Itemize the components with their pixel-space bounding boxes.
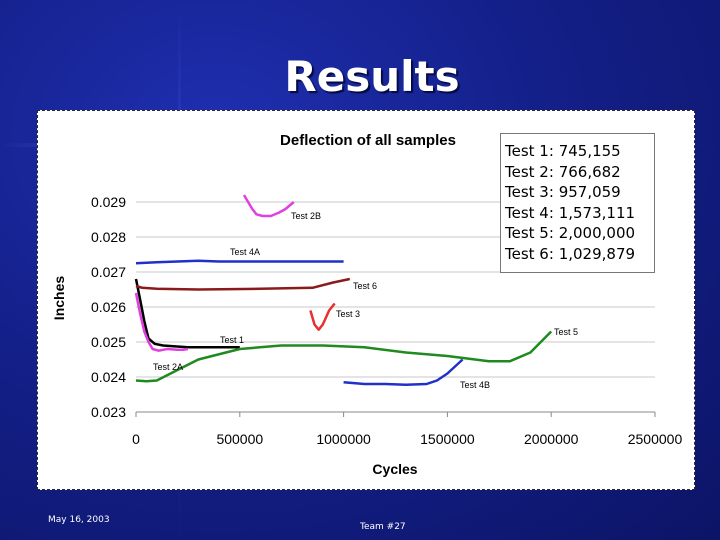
summary-value: 2,000,000	[558, 224, 636, 243]
series-line	[135, 277, 351, 291]
summary-label: Test 4:	[505, 203, 554, 222]
summary-row: Test 2: 766,682	[505, 162, 654, 183]
summary-value: 766,682	[558, 162, 621, 181]
summary-label: Test 3:	[505, 183, 554, 202]
y-tick-label: 0.028	[91, 229, 126, 245]
series-line	[343, 358, 464, 386]
x-axis-label: Cycles	[372, 461, 417, 477]
deflection-chart: 0.023 0.024 0.025 0.026 0.027 0.028 0.029 0 5000…	[51, 132, 683, 477]
summary-value: 957,059	[558, 183, 621, 202]
y-tick-label: 0.027	[91, 264, 126, 280]
slide-title: Results	[284, 52, 460, 101]
summary-row: Test 1: 745,155	[505, 141, 654, 162]
x-tick-label: 500000	[216, 431, 263, 447]
series-line	[135, 259, 344, 265]
chart-frame: 0.023 0.024 0.025 0.026 0.027 0.028 0.029 0 5000…	[37, 110, 695, 490]
series-label: Test 6	[353, 281, 377, 291]
x-tick-label: 2000000	[524, 431, 579, 447]
x-tick-label: 1500000	[420, 431, 475, 447]
y-tick-label: 0.029	[91, 194, 126, 210]
footer-team: Team #27	[360, 522, 406, 532]
summary-value: 1,029,879	[558, 244, 636, 263]
series-label: Test 1	[220, 335, 244, 345]
test-summary-box: Test 1: 745,155 Test 2: 766,682 Test 3: …	[500, 133, 655, 273]
chart-title: Deflection of all samples	[280, 132, 456, 149]
summary-label: Test 1:	[505, 142, 554, 160]
footer-date: May 16, 2003	[48, 515, 110, 525]
series-line	[135, 330, 553, 383]
series-label: Test 4B	[460, 380, 490, 390]
summary-row: Test 4: 1,573,111	[505, 203, 654, 224]
y-tick-label: 0.023	[91, 404, 126, 420]
series-line	[242, 194, 295, 218]
summary-label: Test 6:	[505, 244, 554, 263]
y-tick-label: 0.024	[91, 369, 126, 385]
x-tick-label: 2500000	[628, 431, 683, 447]
summary-label: Test 2:	[505, 162, 554, 181]
y-axis-label: Inches	[51, 276, 67, 321]
y-tick-label: 0.026	[91, 299, 126, 315]
summary-value: 745,155	[558, 142, 621, 160]
summary-row: Test 5: 2,000,000	[505, 223, 654, 244]
x-tick-label: 1000000	[316, 431, 371, 447]
summary-row: Test 3: 957,059	[505, 182, 654, 203]
summary-label: Test 5:	[505, 224, 554, 243]
summary-row: Test 6: 1,029,879	[505, 244, 654, 265]
series-line	[134, 278, 240, 349]
x-tick-label: 0	[132, 431, 140, 447]
series-label: Test 2B	[291, 211, 321, 221]
summary-value: 1,573,111	[558, 203, 636, 222]
series-label: Test 4A	[230, 247, 260, 257]
series-line	[134, 292, 189, 352]
series-line	[309, 302, 336, 331]
series-label: Test 3	[336, 309, 360, 319]
y-tick-label: 0.025	[91, 334, 126, 350]
series-label: Test 2A	[153, 362, 183, 372]
series-label: Test 5	[554, 327, 578, 337]
